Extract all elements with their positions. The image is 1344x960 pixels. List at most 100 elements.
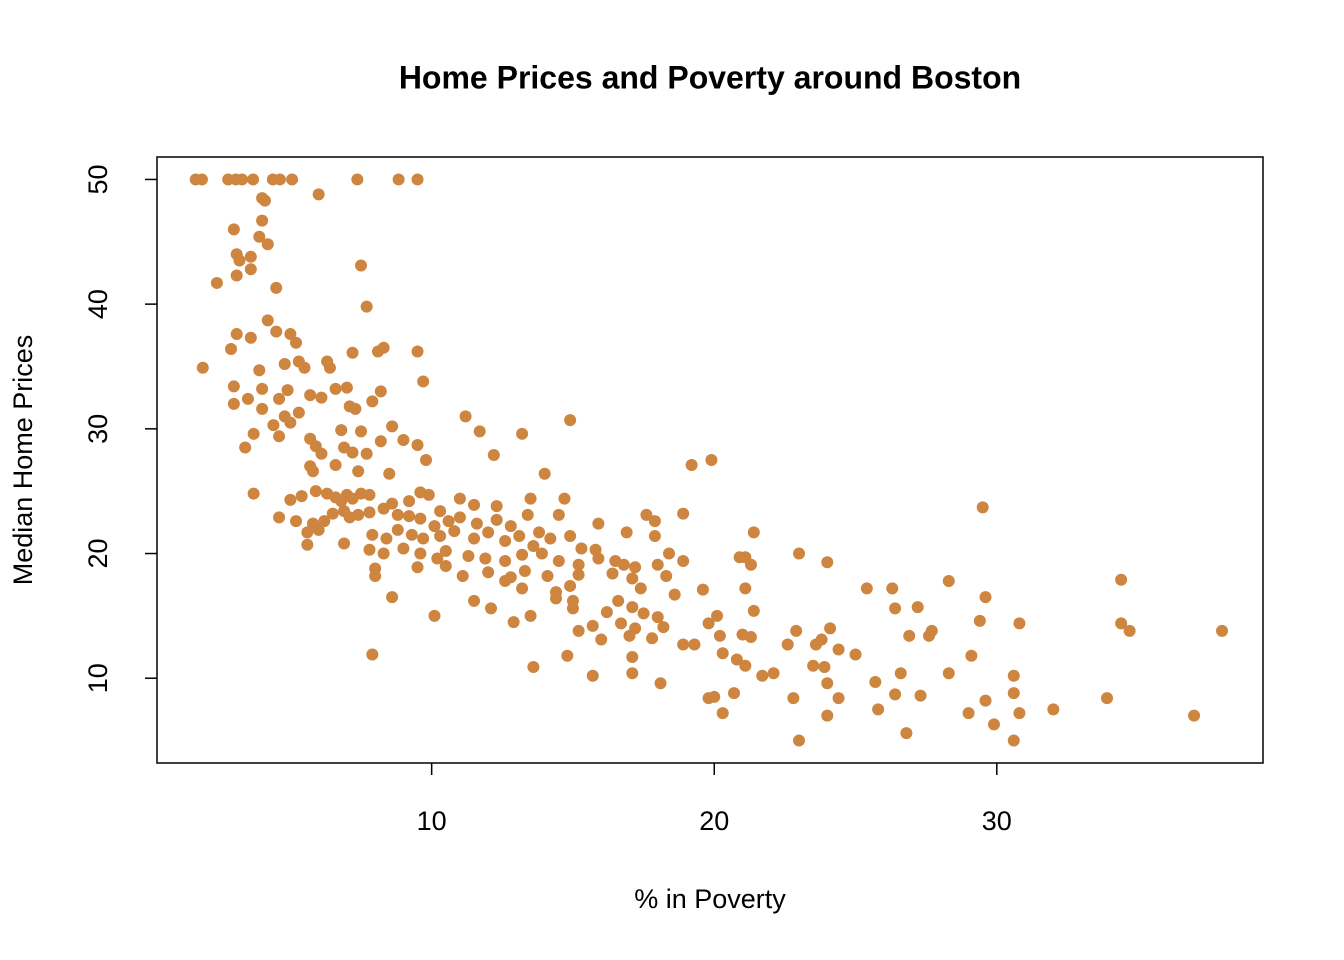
point [499, 535, 512, 548]
point [1007, 687, 1020, 700]
point [886, 582, 899, 595]
point [815, 633, 828, 646]
point [914, 689, 927, 702]
point [284, 416, 297, 429]
point [623, 629, 636, 642]
point [304, 460, 317, 473]
point [230, 269, 243, 282]
point [346, 446, 359, 459]
point [256, 382, 269, 395]
point [552, 555, 565, 567]
point [872, 703, 885, 716]
point [315, 447, 328, 460]
point [962, 707, 975, 720]
point [230, 328, 243, 341]
point [702, 617, 715, 630]
point [442, 515, 455, 528]
point [448, 525, 461, 538]
point [244, 331, 257, 344]
point [377, 502, 390, 515]
point [564, 530, 577, 543]
point [832, 692, 845, 705]
plot-frame [156, 156, 1264, 764]
point [411, 345, 424, 358]
point [360, 447, 373, 460]
point [343, 400, 356, 413]
point [728, 687, 741, 700]
point [617, 558, 630, 571]
x-tick-label: 20 [699, 806, 729, 836]
point [711, 609, 724, 622]
point [860, 582, 873, 595]
x-axis-label: % in Poverty [634, 884, 786, 914]
point [284, 493, 297, 506]
point [747, 604, 760, 617]
point [516, 427, 529, 440]
point [767, 667, 780, 680]
point [549, 592, 562, 605]
point [371, 345, 384, 358]
point [832, 643, 845, 656]
point [326, 507, 339, 520]
point [979, 591, 992, 604]
point [572, 624, 585, 637]
point [677, 555, 690, 567]
point [922, 629, 935, 642]
point [411, 561, 424, 574]
point [369, 569, 382, 582]
point [290, 336, 303, 349]
point [1188, 709, 1201, 722]
point [428, 520, 441, 533]
point [821, 677, 834, 690]
point [414, 512, 427, 525]
point [894, 667, 907, 680]
point [586, 669, 599, 682]
point [227, 380, 240, 393]
point [626, 667, 639, 680]
point [247, 427, 260, 440]
point [301, 526, 314, 539]
point [566, 602, 579, 615]
point [973, 614, 986, 627]
point [487, 449, 500, 462]
point [790, 624, 803, 637]
point [552, 508, 565, 521]
point [626, 572, 639, 585]
point [606, 567, 619, 580]
point [739, 659, 752, 672]
point [592, 517, 605, 530]
point [247, 487, 260, 500]
point [614, 617, 627, 630]
point [1123, 624, 1136, 637]
point [889, 688, 902, 701]
point [668, 588, 681, 601]
chart-title: Home Prices and Poverty around Boston [399, 59, 1021, 95]
point [278, 357, 291, 370]
point [979, 694, 992, 707]
point [889, 602, 902, 615]
point [453, 511, 466, 524]
point [499, 574, 512, 587]
point [366, 395, 379, 408]
point [987, 718, 1000, 731]
point [227, 223, 240, 236]
point [1013, 617, 1026, 630]
point [739, 582, 752, 595]
point [236, 173, 249, 186]
point [270, 281, 283, 294]
point [648, 515, 661, 528]
point [273, 511, 286, 524]
point [456, 569, 469, 582]
point [900, 727, 913, 740]
point [561, 649, 574, 662]
point [270, 325, 283, 338]
point [473, 425, 486, 438]
point [586, 619, 599, 632]
point [338, 537, 351, 550]
point [572, 568, 585, 581]
point [595, 633, 608, 646]
point [360, 300, 373, 313]
point [462, 550, 475, 563]
point [309, 485, 322, 498]
point [558, 492, 571, 505]
